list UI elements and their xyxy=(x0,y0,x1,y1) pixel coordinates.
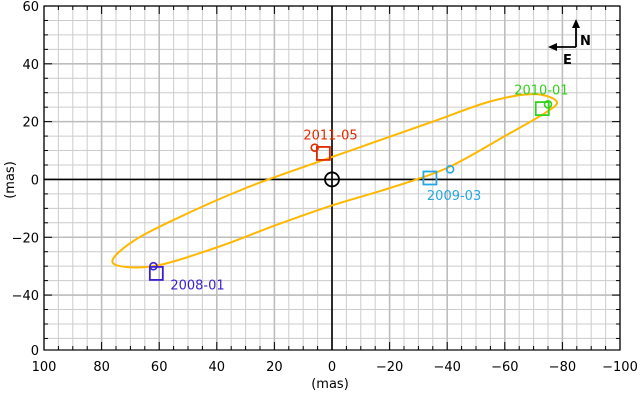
x-tick-label: 80 xyxy=(93,360,110,375)
x-tick-label: −60 xyxy=(491,360,518,375)
x-tick-label: −80 xyxy=(549,360,576,375)
y-tick-label: −40 xyxy=(12,289,39,304)
x-tick-label: 40 xyxy=(209,360,226,375)
x-tick-label: 20 xyxy=(266,360,283,375)
y-tick-label: 40 xyxy=(22,58,39,73)
x-tick-label: −100 xyxy=(602,360,638,375)
origin-axes xyxy=(44,6,620,350)
x-tick-label: 60 xyxy=(151,360,168,375)
x-tick-label: 100 xyxy=(32,360,57,375)
epoch-label: 2010-01 xyxy=(514,84,568,99)
epoch-label: 2008-01 xyxy=(170,278,224,293)
compass-east-label: E xyxy=(563,53,572,68)
center-marker-circle xyxy=(324,171,340,188)
x-tick-label: 0 xyxy=(328,360,336,375)
predicted-position-square xyxy=(148,265,164,281)
x-axis-title: (mas) xyxy=(311,377,349,392)
north-arrow-head xyxy=(572,19,580,28)
epoch-label: 2011-05 xyxy=(303,128,357,143)
observations-layer: 2008-01 2009-03 2010-01 2011-05 xyxy=(148,84,569,293)
orbit-ellipse xyxy=(111,93,559,269)
compass-rose: NE xyxy=(548,19,591,68)
predicted-position-square xyxy=(534,101,550,117)
axis-ticks xyxy=(43,5,621,350)
y-tick-label-bottom: 0 xyxy=(31,344,39,359)
tick-labels: 100 80 60 40 20 0 −20 −40 −60 −80 −100 60 40 20 0 −20 −4… xyxy=(12,0,638,375)
epoch-label: 2009-03 xyxy=(427,189,481,204)
east-arrow-head xyxy=(548,43,557,51)
x-tick-label: −20 xyxy=(376,360,403,375)
predicted-position-square xyxy=(422,170,438,186)
compass-north-label: N xyxy=(580,34,591,49)
predicted-position-square xyxy=(315,146,331,161)
orbit-layer xyxy=(111,93,559,269)
observed-position-circle xyxy=(445,165,455,174)
y-axis-title: (mas) xyxy=(3,161,18,199)
x-tick-label: −40 xyxy=(433,360,460,375)
y-tick-label: 60 xyxy=(22,0,39,15)
y-tick-label: 0 xyxy=(31,173,39,188)
center-marker-layer xyxy=(324,171,340,188)
y-tick-label: 20 xyxy=(22,116,39,131)
y-tick-label: −20 xyxy=(12,231,39,246)
